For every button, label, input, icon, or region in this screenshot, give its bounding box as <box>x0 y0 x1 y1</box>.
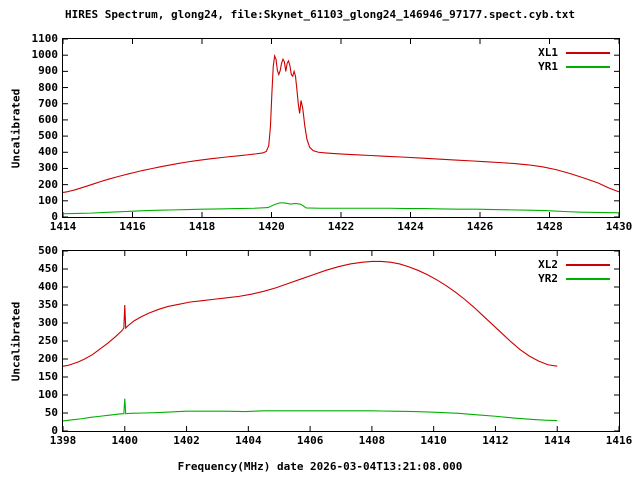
x-tick-label: 1404 <box>235 434 262 447</box>
x-tick-label: 1408 <box>358 434 386 447</box>
x-tick-label: 1430 <box>605 220 633 233</box>
y-tick-label: 100 <box>38 193 58 207</box>
page-title: HIRES Spectrum, glong24, file:Skynet_611… <box>65 8 575 21</box>
x-axis-label: Frequency(MHz) date 2026-03-04T13:21:08.… <box>177 460 463 473</box>
x-tick-label: 1400 <box>111 434 139 447</box>
y-tick-label: 1100 <box>31 32 59 45</box>
x-tick-label: 1422 <box>327 220 355 233</box>
y-tick-label: 400 <box>38 280 58 293</box>
x-tick-label: 1406 <box>296 434 324 447</box>
trace-xl2 <box>63 260 558 367</box>
legend-label-xl1: XL1 <box>538 46 558 59</box>
x-tick-label: 1414 <box>49 220 77 233</box>
legend-swatch-yr1 <box>566 66 610 68</box>
lower-plot-canvas <box>63 251 620 432</box>
y-tick-label: 900 <box>38 64 58 78</box>
x-tick-label: 1416 <box>119 220 146 233</box>
legend-swatch-xl1 <box>566 52 610 54</box>
y-tick-label: 200 <box>38 352 58 365</box>
y-tick-label: 300 <box>38 161 58 175</box>
y-tick-label: 350 <box>38 298 58 311</box>
legend-label-yr1: YR1 <box>538 60 558 73</box>
legend-label-xl2: XL2 <box>538 258 558 271</box>
y-tick-label: 800 <box>38 80 58 94</box>
y-tick-label: 1000 <box>31 48 59 62</box>
upper-plot-canvas <box>63 39 620 218</box>
y-tick-label: 100 <box>38 388 58 401</box>
y-tick-label: 450 <box>38 262 58 275</box>
y-tick-label: 0 <box>51 424 58 437</box>
y-tick-label: 500 <box>38 244 58 257</box>
legend-swatch-xl2 <box>566 264 610 266</box>
x-tick-label: 1414 <box>543 434 571 447</box>
y-tick-label: 150 <box>38 370 58 383</box>
x-tick-label: 1428 <box>536 220 563 233</box>
trace-yr1 <box>63 202 620 215</box>
trace-xl1 <box>63 53 620 193</box>
x-tick-label: 1410 <box>420 434 447 447</box>
y-tick-label: 0 <box>51 210 58 223</box>
y-tick-label: 400 <box>38 145 58 159</box>
x-tick-label: 1402 <box>173 434 200 447</box>
y-tick-label: 300 <box>38 316 58 329</box>
x-tick-label: 1412 <box>482 434 509 447</box>
x-tick-label: 1426 <box>466 220 494 233</box>
trace-yr2 <box>63 398 558 422</box>
upper-plot-frame <box>62 38 620 218</box>
y-tick-label: 600 <box>38 112 58 126</box>
x-tick-label: 1398 <box>49 434 77 447</box>
y-tick-label: 700 <box>38 96 58 110</box>
legend-label-yr2: YR2 <box>538 272 558 285</box>
x-tick-label: 1416 <box>605 434 633 447</box>
y-tick-label: 200 <box>38 177 58 191</box>
lower-plot-frame <box>62 250 620 432</box>
x-tick-label: 1418 <box>188 220 216 233</box>
x-tick-label: 1424 <box>397 220 424 233</box>
y-tick-label: 50 <box>44 406 58 419</box>
y-tick-label: 250 <box>38 334 58 347</box>
legend-swatch-yr2 <box>566 278 610 280</box>
y-tick-label: 500 <box>38 129 58 143</box>
x-tick-label: 1420 <box>258 220 285 233</box>
